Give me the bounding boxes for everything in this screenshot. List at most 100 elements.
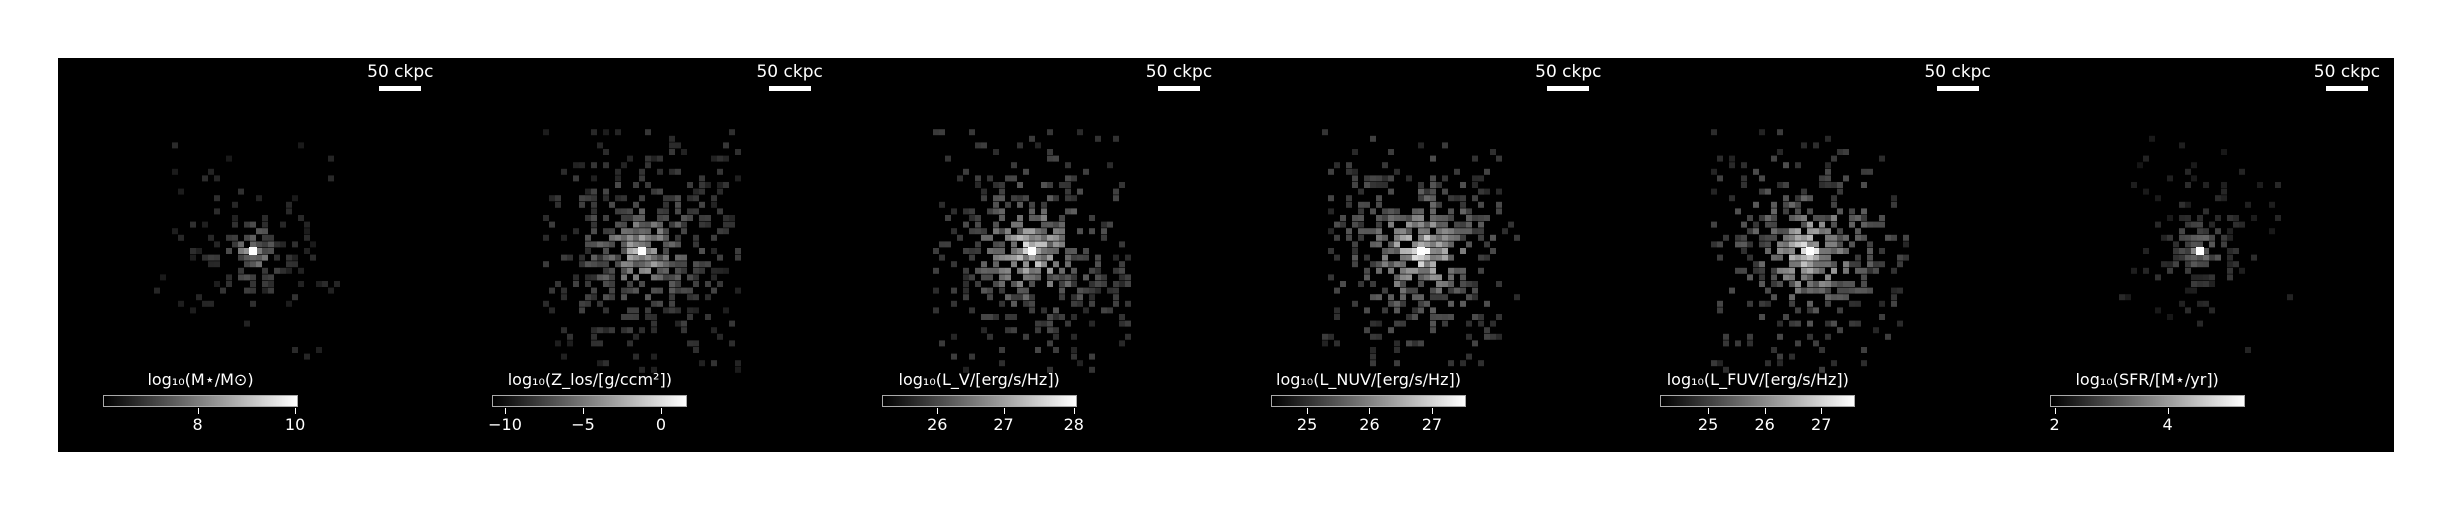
- map-pixel: [1441, 241, 1448, 248]
- map-pixel: [1375, 182, 1382, 188]
- colorbar-gradient: 26 27 28: [881, 395, 1084, 434]
- map-pixel: [1801, 267, 1808, 274]
- colorbar-tick: [1708, 408, 1710, 414]
- map-pixel: [627, 208, 634, 215]
- map-pixel: [1046, 314, 1053, 320]
- colorbar-tick: [1764, 408, 1766, 414]
- map-pixel: [962, 248, 969, 254]
- map-pixel: [1471, 182, 1478, 188]
- map-pixel: [1381, 162, 1388, 169]
- map-pixel: [1801, 248, 1808, 254]
- map-pixel: [1711, 360, 1718, 367]
- map-pixel: [1447, 208, 1454, 215]
- map-pixel: [1429, 221, 1436, 228]
- map-pixel: [1753, 221, 1760, 228]
- map-pixel: [2148, 135, 2155, 142]
- map-pixel: [1064, 195, 1071, 202]
- map-pixel: [1417, 340, 1424, 347]
- map-pixel: [1040, 261, 1047, 268]
- map-pixel: [1417, 234, 1424, 241]
- map-pixel: [2184, 221, 2191, 228]
- map-pixel: [298, 142, 304, 149]
- map-pixel: [1022, 248, 1029, 254]
- map-pixel: [2190, 221, 2197, 228]
- map-pixel: [1795, 228, 1802, 235]
- map-pixel: [1813, 287, 1820, 294]
- map-pixel: [1771, 221, 1778, 228]
- map-pixel: [555, 201, 562, 208]
- pixel-map: [932, 129, 1131, 373]
- map-pixel: [244, 287, 250, 294]
- map-pixel: [1903, 241, 1910, 248]
- map-pixel: [1094, 274, 1101, 281]
- map-pixel: [1100, 221, 1107, 228]
- map-pixel: [1046, 327, 1053, 334]
- map-pixel: [974, 267, 981, 274]
- map-pixel: [1459, 182, 1466, 188]
- map-pixel: [980, 228, 987, 235]
- map-pixel: [2154, 195, 2161, 202]
- map-pixel: [1417, 267, 1424, 274]
- map-pixel: [561, 254, 568, 261]
- map-pixel: [1807, 274, 1814, 281]
- map-pixel: [1783, 267, 1790, 274]
- map-pixel: [657, 221, 664, 228]
- map-pixel: [1801, 221, 1808, 228]
- map-pixel: [1465, 281, 1472, 287]
- map-pixel: [591, 241, 598, 248]
- map-pixel: [609, 228, 616, 235]
- map-pixel: [1016, 201, 1023, 208]
- colorbar-gradient: −10 −5 0: [488, 395, 688, 434]
- map-pixel: [1459, 300, 1466, 307]
- map-pixel: [1058, 314, 1065, 320]
- map-pixel: [717, 208, 724, 215]
- colorbar-tick-label: 10: [284, 415, 306, 434]
- map-pixel: [1489, 248, 1496, 254]
- map-pixel: [1465, 208, 1472, 215]
- map-pixel: [1885, 234, 1892, 241]
- map-pixel: [1058, 215, 1065, 221]
- map-pixel: [1381, 234, 1388, 241]
- map-pixel: [1765, 360, 1772, 367]
- scale-label: 50 ckpc: [367, 62, 434, 82]
- map-pixel: [663, 307, 670, 314]
- map-pixel: [1034, 261, 1041, 268]
- map-pixel: [2274, 182, 2281, 188]
- map-pixel: [992, 201, 999, 208]
- map-pixel: [1405, 340, 1412, 347]
- map-pixel: [2244, 201, 2251, 208]
- colorbar-tick: [1003, 408, 1005, 414]
- map-pixel: [1825, 261, 1832, 268]
- map-pixel: [651, 353, 658, 360]
- map-pixel: [190, 307, 196, 314]
- map-pixel: [669, 261, 676, 268]
- map-pixel: [1004, 274, 1011, 281]
- map-pixel: [645, 228, 652, 235]
- map-pixel: [1459, 228, 1466, 235]
- map-pixel: [328, 155, 334, 162]
- map-pixel: [1765, 300, 1772, 307]
- scale-bar: [1547, 86, 1590, 91]
- map-pixel: [1022, 195, 1029, 202]
- map-pixel: [226, 274, 232, 281]
- map-pixel: [1357, 201, 1364, 208]
- map-pixel: [298, 267, 304, 274]
- map-pixel: [2190, 241, 2197, 248]
- map-pixel: [1861, 274, 1868, 281]
- map-pixel: [1411, 241, 1418, 248]
- map-pixel: [1088, 228, 1095, 235]
- map-pixel: [555, 340, 562, 347]
- map-pixel: [1022, 294, 1029, 301]
- map-pixel: [1429, 248, 1436, 254]
- map-pixel: [1022, 287, 1029, 294]
- map-pixel: [1405, 234, 1412, 241]
- map-pixel: [950, 208, 957, 215]
- map-pixel: [1393, 228, 1400, 235]
- map-pixel: [1771, 215, 1778, 221]
- map-pixel: [699, 215, 706, 221]
- map-pixel: [1010, 281, 1017, 287]
- map-pixel: [250, 274, 256, 281]
- map-pixel: [675, 142, 682, 149]
- map-pixel: [1088, 366, 1095, 373]
